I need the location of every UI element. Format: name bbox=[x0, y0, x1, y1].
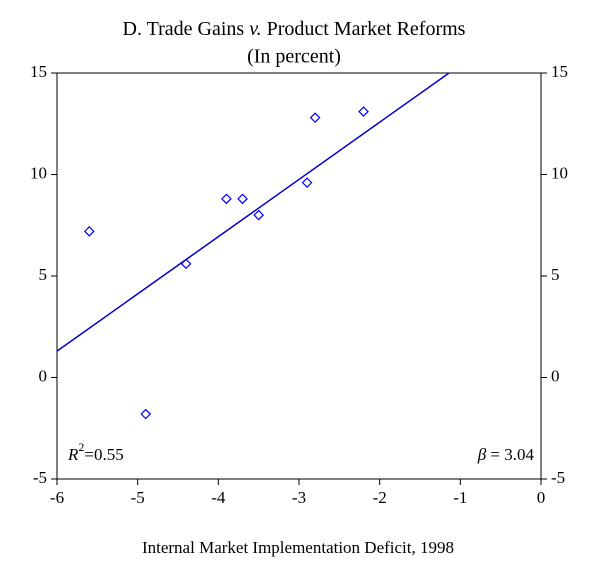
x-tick-label: 0 bbox=[537, 488, 546, 507]
y-tick-label: 10 bbox=[30, 163, 47, 182]
y-tick-label: 0 bbox=[39, 366, 48, 385]
chart-subtitle: (In percent) bbox=[247, 46, 341, 68]
beta-symbol: β bbox=[477, 445, 487, 464]
beta: β = 3.04 bbox=[477, 445, 535, 464]
title-part: D. Trade Gains bbox=[123, 18, 250, 40]
point bbox=[358, 106, 369, 117]
title-part: Product Market Reforms bbox=[262, 18, 466, 40]
x-tick-label: -2 bbox=[373, 488, 387, 507]
point bbox=[301, 177, 313, 188]
y-tick-label: -5 bbox=[33, 468, 47, 487]
chart-title: D. Trade Gains v. Product Market Reforms bbox=[123, 18, 466, 40]
fit-line bbox=[56, 72, 450, 352]
point bbox=[83, 225, 95, 237]
x-tick-label: -6 bbox=[50, 488, 64, 507]
y2-tick-label: 15 bbox=[551, 62, 568, 81]
plot-frame bbox=[56, 72, 542, 480]
x-tick-label: -1 bbox=[453, 488, 467, 507]
title-part: v. bbox=[249, 18, 261, 40]
y2-tick-label: 10 bbox=[551, 163, 568, 182]
y-tick-label: 5 bbox=[39, 265, 48, 284]
point bbox=[140, 408, 152, 420]
r-symbol: R bbox=[67, 445, 79, 464]
r-value: =0.55 bbox=[84, 445, 123, 464]
point bbox=[237, 193, 248, 205]
point bbox=[180, 258, 192, 270]
y-tick-label: 15 bbox=[30, 62, 47, 81]
x-tick-label: -3 bbox=[292, 488, 306, 507]
point bbox=[309, 112, 321, 124]
y2-tick-label: 0 bbox=[551, 366, 560, 385]
y2-tick-label: -5 bbox=[551, 468, 565, 487]
x-axis-label: Internal Market Implementation Deficit, … bbox=[142, 538, 454, 557]
x-tick-label: -5 bbox=[131, 488, 145, 507]
r-squared: R2=0.55 bbox=[67, 440, 124, 464]
y2-tick-label: 5 bbox=[551, 265, 560, 284]
x-tick-label: -4 bbox=[211, 488, 226, 507]
beta-value: = 3.04 bbox=[486, 445, 534, 464]
point bbox=[221, 193, 232, 205]
r-superscript: 2 bbox=[78, 440, 84, 454]
point bbox=[253, 209, 265, 221]
